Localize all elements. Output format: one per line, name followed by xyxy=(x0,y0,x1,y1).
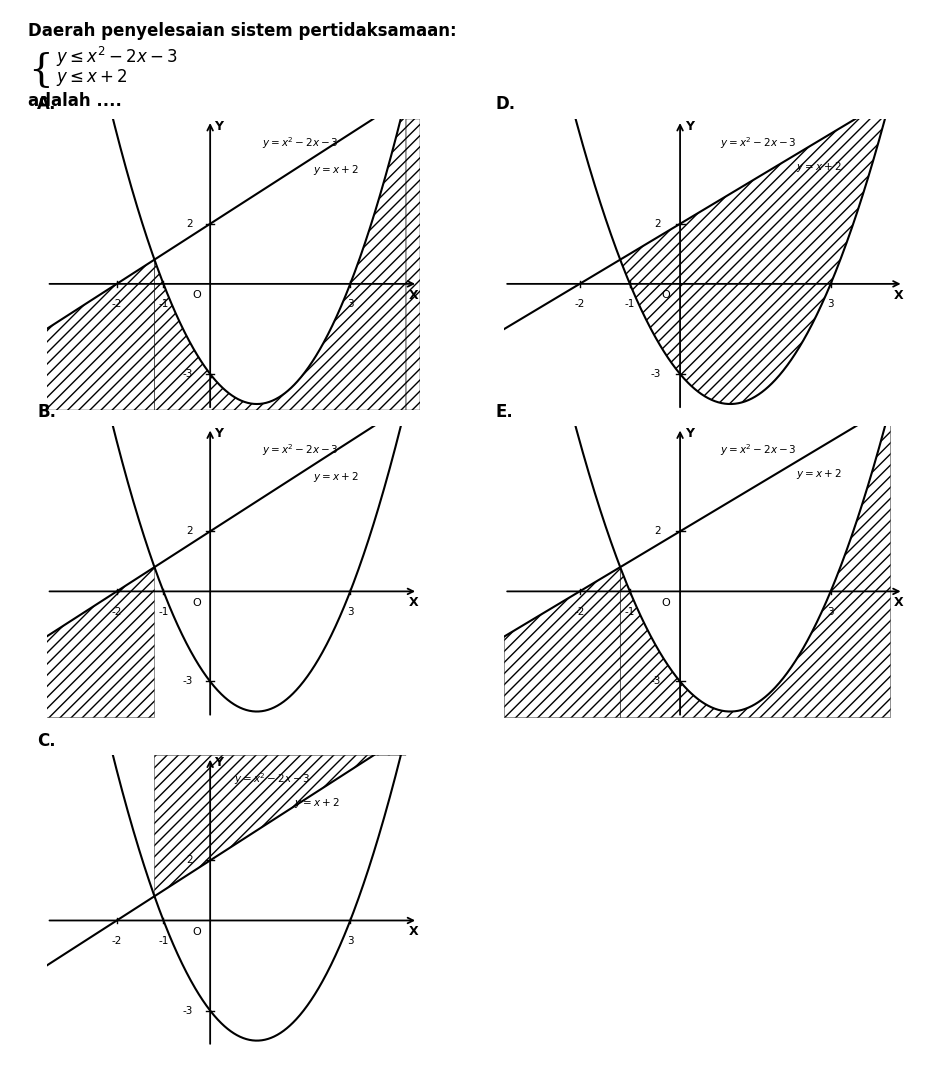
Text: -2: -2 xyxy=(111,607,122,617)
Text: X: X xyxy=(408,926,418,939)
Text: X: X xyxy=(894,289,903,302)
Text: $y \leq x^2 - 2x - 3$: $y \leq x^2 - 2x - 3$ xyxy=(56,45,177,69)
Text: $y=x+2$: $y=x+2$ xyxy=(313,163,359,177)
Text: $y=x+2$: $y=x+2$ xyxy=(294,796,340,810)
Text: 2: 2 xyxy=(655,219,661,229)
Text: Y: Y xyxy=(685,427,694,440)
Text: X: X xyxy=(408,289,418,302)
Text: 2: 2 xyxy=(186,527,192,536)
Text: -1: -1 xyxy=(158,607,169,617)
Text: X: X xyxy=(408,597,418,610)
Text: 3: 3 xyxy=(347,937,354,946)
Text: $y=x^2-2x-3$: $y=x^2-2x-3$ xyxy=(720,442,797,459)
Text: O: O xyxy=(192,927,202,937)
Text: -3: -3 xyxy=(182,369,192,379)
Text: Y: Y xyxy=(685,120,694,133)
Text: Daerah penyelesaian sistem pertidaksamaan:: Daerah penyelesaian sistem pertidaksamaa… xyxy=(28,22,457,40)
Text: -1: -1 xyxy=(158,300,169,310)
Text: O: O xyxy=(661,598,671,607)
Text: Y: Y xyxy=(214,120,223,133)
Text: -2: -2 xyxy=(111,300,122,310)
Text: $y=x^2-2x-3$: $y=x^2-2x-3$ xyxy=(262,135,338,151)
Text: Y: Y xyxy=(214,756,223,769)
Text: -3: -3 xyxy=(651,369,661,379)
Text: 3: 3 xyxy=(828,607,834,617)
Text: C.: C. xyxy=(37,732,56,750)
Text: 2: 2 xyxy=(186,856,192,865)
Text: 3: 3 xyxy=(347,607,354,617)
Text: $y=x^2-2x-3$: $y=x^2-2x-3$ xyxy=(234,771,310,788)
Text: $y=x+2$: $y=x+2$ xyxy=(796,160,842,174)
Text: X: X xyxy=(894,597,903,610)
Text: -1: -1 xyxy=(625,300,635,310)
Text: -2: -2 xyxy=(574,607,585,617)
Text: -1: -1 xyxy=(158,937,169,946)
Text: A.: A. xyxy=(37,95,57,113)
Text: $y=x+2$: $y=x+2$ xyxy=(313,470,359,484)
Text: O: O xyxy=(192,598,202,607)
Text: D.: D. xyxy=(495,95,516,113)
Text: 2: 2 xyxy=(655,527,661,536)
Text: E.: E. xyxy=(495,402,513,421)
Text: 3: 3 xyxy=(347,300,354,310)
Text: $y \leq x + 2$: $y \leq x + 2$ xyxy=(56,67,128,87)
Text: $y=x^2-2x-3$: $y=x^2-2x-3$ xyxy=(720,135,797,151)
Text: O: O xyxy=(661,290,671,300)
Text: $y=x^2-2x-3$: $y=x^2-2x-3$ xyxy=(262,442,338,459)
Text: B.: B. xyxy=(37,402,56,421)
Text: O: O xyxy=(192,290,202,300)
Text: 3: 3 xyxy=(828,300,834,310)
Text: -3: -3 xyxy=(651,677,661,686)
Text: {: { xyxy=(28,52,52,88)
Text: -1: -1 xyxy=(625,607,635,617)
Text: -3: -3 xyxy=(182,1006,192,1015)
Text: -2: -2 xyxy=(111,937,122,946)
Text: adalah ....: adalah .... xyxy=(28,92,122,110)
Text: -3: -3 xyxy=(182,677,192,686)
Text: $y=x+2$: $y=x+2$ xyxy=(796,467,842,481)
Text: 2: 2 xyxy=(186,219,192,229)
Text: -2: -2 xyxy=(574,300,585,310)
Text: Y: Y xyxy=(214,427,223,440)
